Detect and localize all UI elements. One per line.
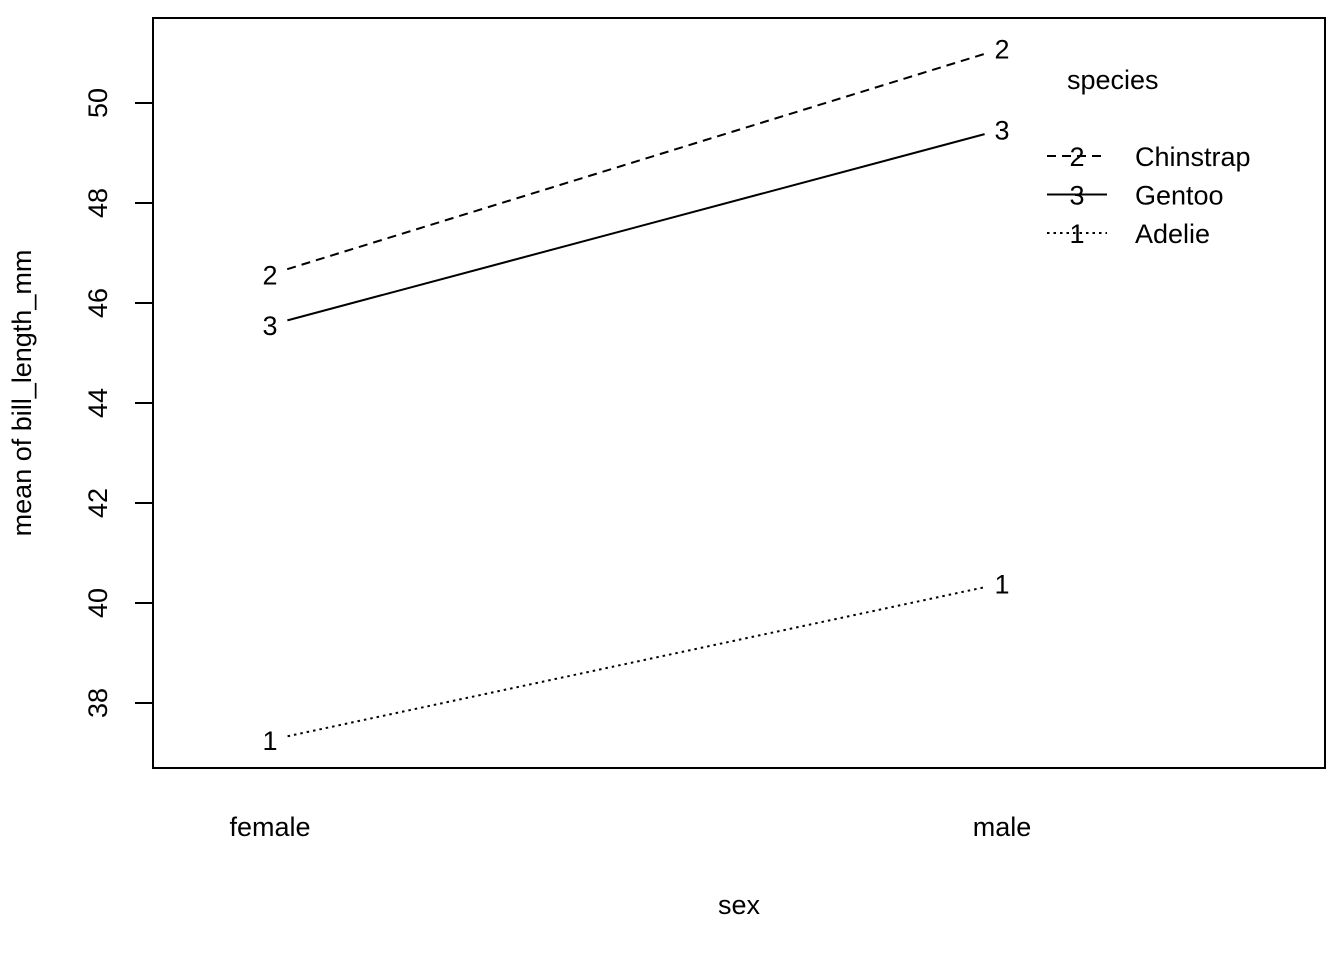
y-tick-label: 40 — [83, 588, 113, 618]
y-tick-label: 38 — [83, 688, 113, 718]
y-axis: 38 40 42 44 46 48 50 — [83, 88, 154, 718]
legend-item: 1 Adelie — [1047, 219, 1210, 249]
y-axis-title: mean of bill_length_mm — [7, 250, 37, 537]
x-axis: female male — [229, 812, 1031, 842]
data-point-marker: 1 — [994, 570, 1009, 600]
series-line — [287, 133, 985, 322]
legend-symbol: 1 — [1069, 219, 1084, 249]
data-point-marker: 3 — [262, 311, 277, 341]
x-axis-title: sex — [718, 890, 761, 920]
y-tick-label: 42 — [83, 488, 113, 518]
data-point-marker: 3 — [994, 116, 1009, 146]
x-tick-label: female — [229, 812, 310, 842]
data-point-marker: 2 — [262, 261, 277, 291]
series-line — [286, 52, 986, 271]
legend-label: Adelie — [1135, 219, 1210, 249]
x-tick-label: male — [973, 812, 1032, 842]
legend-label: Gentoo — [1135, 181, 1224, 211]
legend-item: 2 Chinstrap — [1047, 142, 1251, 172]
y-tick-label: 48 — [83, 188, 113, 218]
series-adelie: 11 — [262, 570, 1009, 757]
legend-symbol: 2 — [1069, 142, 1084, 172]
legend-symbol: 3 — [1069, 181, 1084, 211]
data-point-marker: 2 — [994, 35, 1009, 65]
data-point-marker: 1 — [262, 726, 277, 756]
y-tick-label: 44 — [83, 388, 113, 418]
legend-label: Chinstrap — [1135, 142, 1251, 172]
y-tick-label: 46 — [83, 288, 113, 318]
legend-item: 3 Gentoo — [1047, 181, 1224, 211]
y-tick-label: 50 — [83, 88, 113, 118]
series-line — [287, 586, 985, 738]
series-gentoo: 33 — [262, 116, 1009, 342]
series-chinstrap: 22 — [262, 35, 1009, 291]
legend: species 2 Chinstrap 3 Gentoo 1 Adelie — [1047, 65, 1251, 249]
legend-title: species — [1067, 65, 1159, 95]
